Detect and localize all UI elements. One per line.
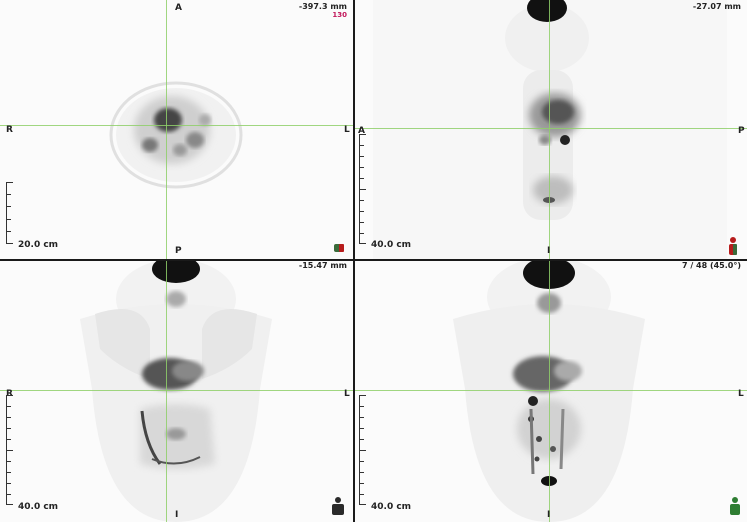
crosshair-horizontal[interactable] bbox=[353, 128, 747, 129]
viewport-mip[interactable]: I L 7 / 48 (45.0°) 40.0 cm bbox=[353, 259, 747, 522]
crosshair-horizontal[interactable] bbox=[0, 125, 353, 126]
viewport-separator-horizontal bbox=[0, 259, 747, 261]
orientation-right: L bbox=[344, 125, 350, 135]
orientation-bottom: P bbox=[175, 246, 182, 256]
scale-ruler bbox=[359, 134, 366, 244]
person-mip-icon[interactable] bbox=[729, 496, 741, 516]
position-readout: 7 / 48 (45.0°) bbox=[681, 261, 741, 271]
orientation-right: L bbox=[344, 389, 350, 399]
crosshair-horizontal[interactable] bbox=[0, 390, 353, 391]
orientation-left: R bbox=[6, 389, 13, 399]
position-readout: -15.47 mm bbox=[298, 261, 347, 271]
viewport-separator-vertical bbox=[353, 0, 355, 522]
position-readout: -27.07 mm bbox=[692, 2, 741, 12]
scale-ruler bbox=[6, 182, 13, 244]
orientation-right: P bbox=[738, 126, 745, 136]
orientation-right: L bbox=[738, 389, 744, 399]
scale-ruler bbox=[359, 395, 366, 505]
viewport-axial[interactable]: A P R L -397.3 mm 130 20.0 cm bbox=[0, 0, 353, 259]
scale-label: 20.0 cm bbox=[18, 240, 59, 250]
orientation-bottom: I bbox=[175, 510, 179, 520]
position-mm: -397.3 mm bbox=[298, 2, 347, 11]
sagittal-image bbox=[353, 0, 747, 259]
orientation-left: R bbox=[6, 125, 13, 135]
orientation-bottom: I bbox=[547, 510, 551, 520]
person-sagittal-icon[interactable] bbox=[727, 236, 739, 256]
orientation-top: A bbox=[175, 3, 182, 13]
frame-angle-readout: 7 / 48 (45.0°) bbox=[681, 261, 741, 270]
scale-label: 40.0 cm bbox=[18, 502, 59, 512]
viewport-sagittal[interactable]: I A P -27.07 mm 40.0 cm bbox=[353, 0, 747, 259]
viewport-coronal[interactable]: P I R L -15.47 mm 40.0 cm bbox=[0, 259, 353, 522]
scale-label: 40.0 cm bbox=[371, 502, 412, 512]
scale-ruler bbox=[6, 395, 13, 505]
axial-image bbox=[0, 0, 353, 259]
position-readout: -397.3 mm 130 bbox=[298, 2, 347, 19]
person-axial-icon[interactable] bbox=[333, 241, 345, 253]
crosshair-vertical[interactable] bbox=[549, 0, 550, 259]
crosshair-vertical[interactable] bbox=[166, 0, 167, 259]
position-mm: -27.07 mm bbox=[692, 2, 741, 11]
orientation-left: A bbox=[358, 126, 365, 136]
slice-number: 130 bbox=[332, 10, 347, 19]
position-mm: -15.47 mm bbox=[298, 261, 347, 270]
person-coronal-icon[interactable] bbox=[331, 496, 345, 516]
crosshair-horizontal[interactable] bbox=[353, 390, 747, 391]
scale-label: 40.0 cm bbox=[371, 240, 412, 250]
orientation-bottom: I bbox=[547, 246, 551, 256]
